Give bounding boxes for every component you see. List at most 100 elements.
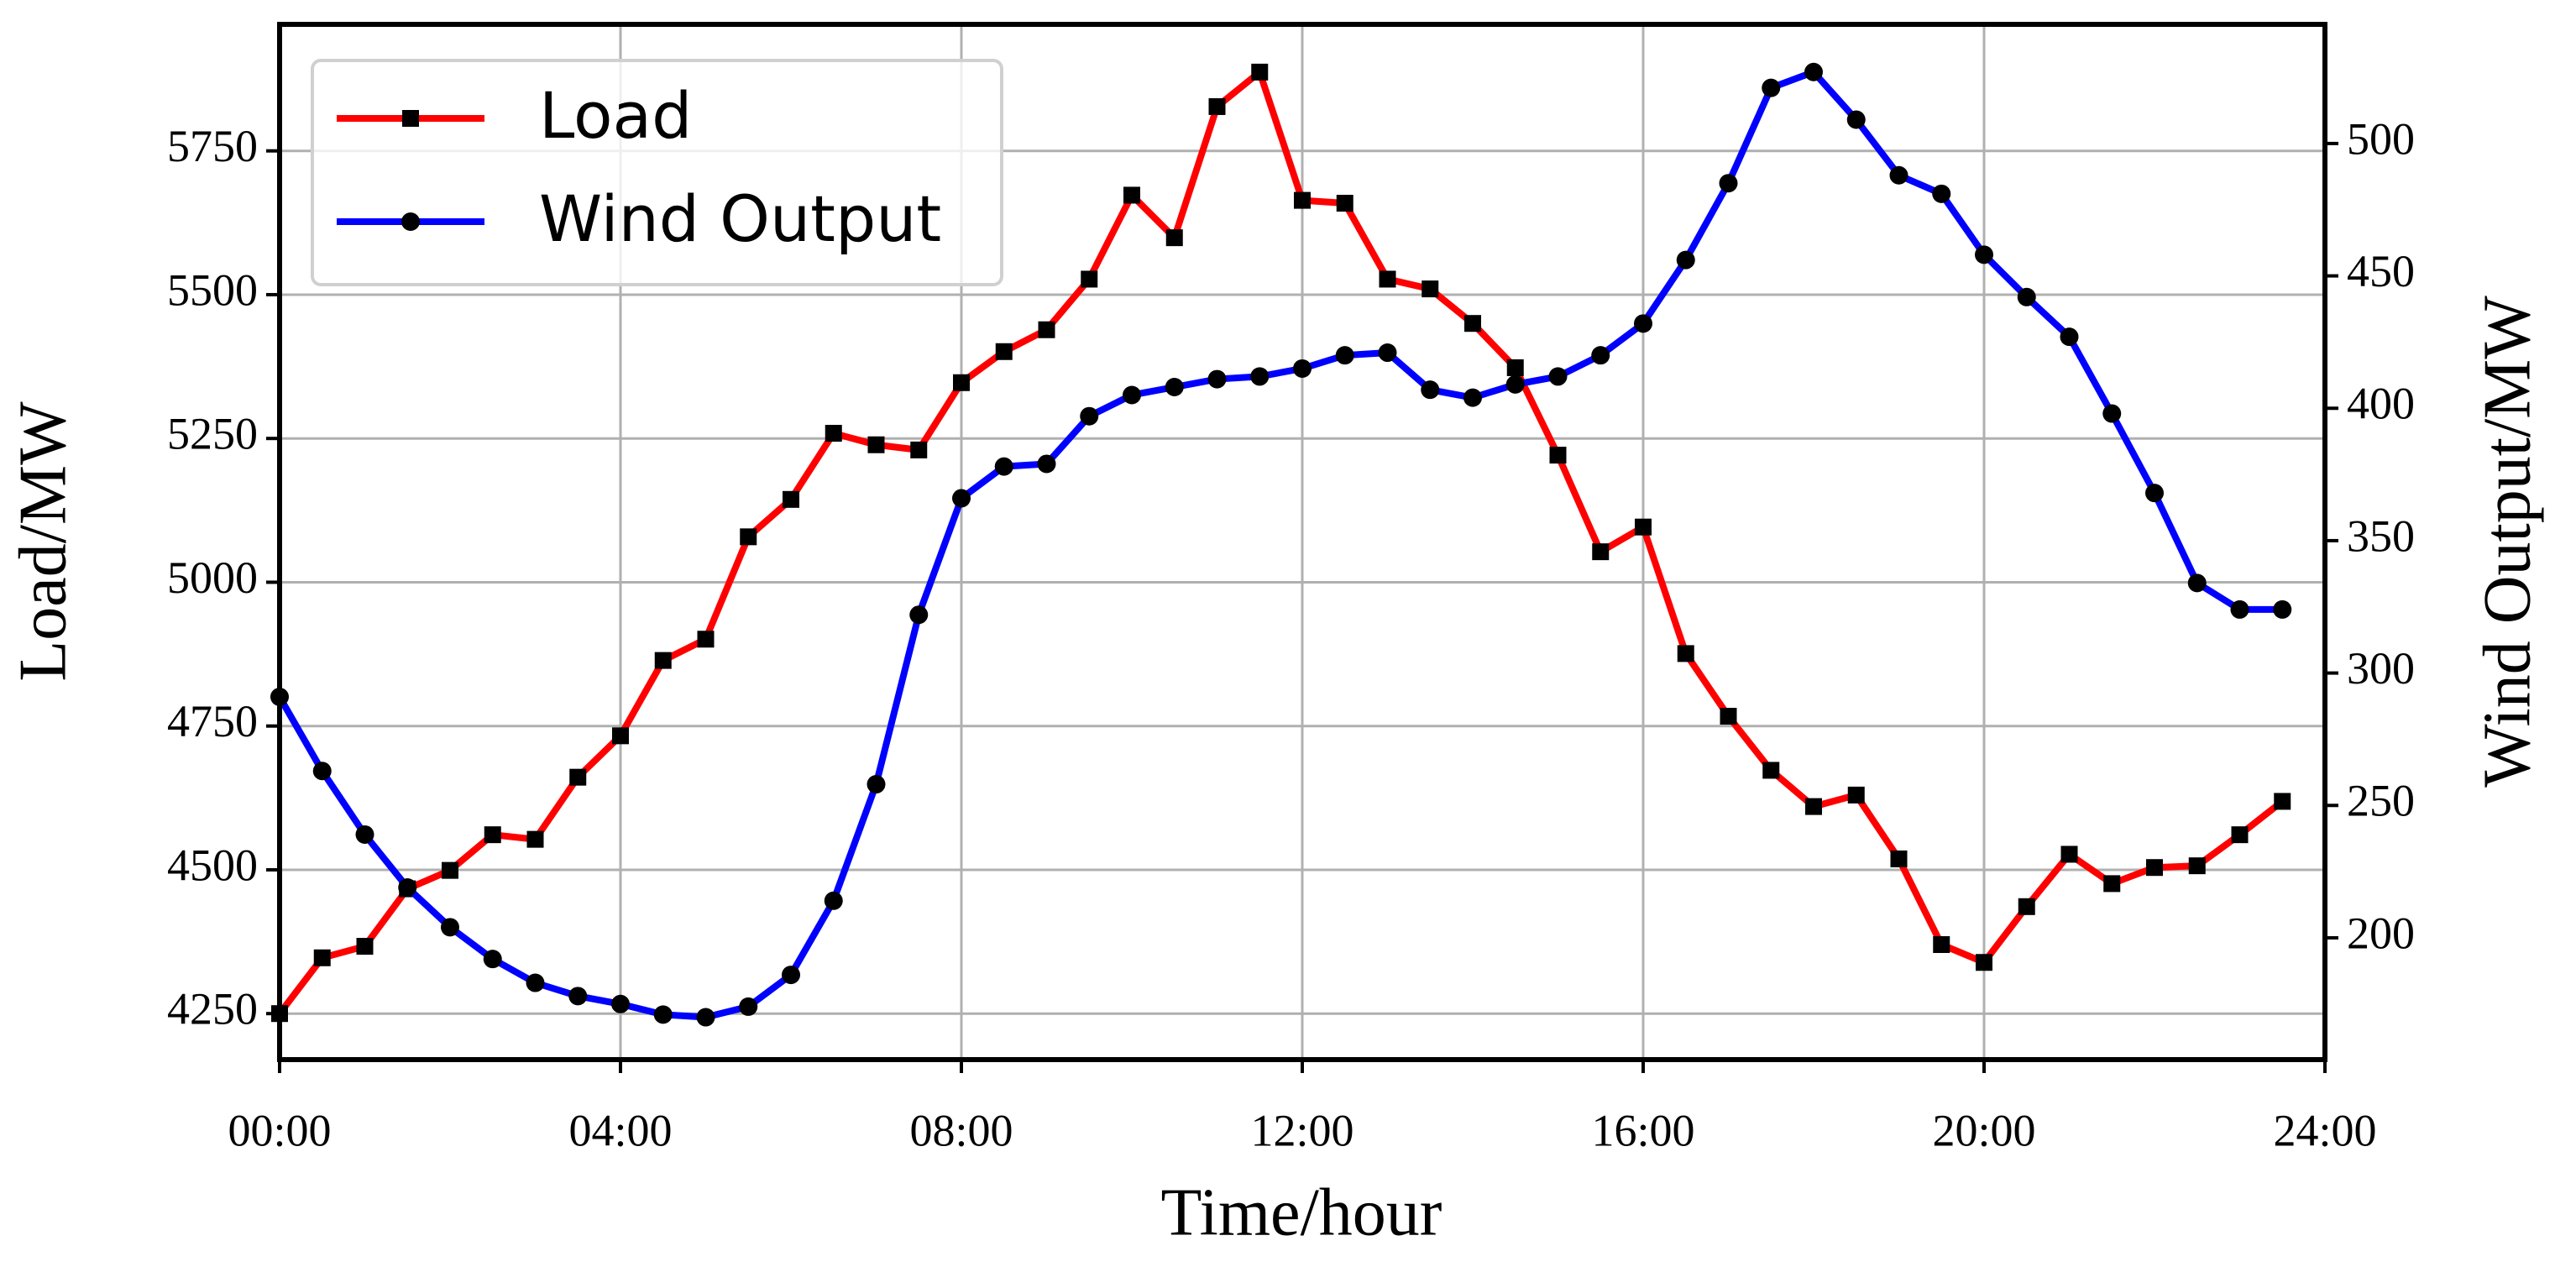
data-point bbox=[1762, 762, 1780, 779]
data-point bbox=[1846, 110, 1866, 129]
data-point bbox=[2187, 573, 2207, 593]
data-point bbox=[1080, 406, 1099, 426]
legend-label: Wind Output bbox=[539, 181, 941, 256]
data-point bbox=[1592, 543, 1610, 561]
data-point bbox=[824, 891, 843, 910]
data-point bbox=[783, 490, 799, 508]
data-point bbox=[1037, 454, 1056, 474]
data-point bbox=[994, 457, 1013, 476]
data-point bbox=[909, 605, 929, 625]
data-point bbox=[1634, 314, 1652, 333]
data-point bbox=[526, 830, 544, 848]
data-point bbox=[1847, 786, 1865, 804]
data-point bbox=[355, 825, 374, 844]
data-point bbox=[782, 966, 800, 985]
x-tick-label: 20:00 bbox=[1932, 1105, 2035, 1155]
data-point bbox=[1889, 165, 1908, 185]
y2-tick-label: 500 bbox=[2347, 113, 2415, 164]
data-point bbox=[952, 489, 971, 508]
data-point bbox=[526, 973, 545, 992]
y2-tick-label: 200 bbox=[2347, 908, 2415, 958]
data-point bbox=[483, 950, 502, 969]
data-point bbox=[442, 861, 458, 879]
x-tick-label: 08:00 bbox=[909, 1105, 1013, 1155]
data-point bbox=[1422, 280, 1439, 298]
data-point bbox=[1719, 174, 1738, 193]
data-point bbox=[1421, 380, 1440, 400]
data-point bbox=[2018, 898, 2035, 915]
data-point bbox=[953, 374, 970, 391]
data-point bbox=[2102, 404, 2122, 423]
data-point bbox=[569, 768, 587, 786]
data-point bbox=[2017, 287, 2036, 306]
data-point bbox=[1975, 245, 1993, 264]
data-point bbox=[2274, 793, 2291, 810]
data-point bbox=[612, 727, 629, 745]
data-point bbox=[441, 918, 459, 937]
data-point bbox=[1379, 270, 1396, 288]
y-tick-label: 5250 bbox=[167, 409, 258, 459]
y-axis-label: Load/MW bbox=[6, 401, 80, 682]
x-tick-label: 12:00 bbox=[1250, 1105, 1353, 1155]
data-point bbox=[356, 938, 374, 955]
data-point bbox=[2146, 859, 2163, 877]
data-point bbox=[1123, 186, 1140, 204]
data-point bbox=[1250, 367, 1270, 386]
data-point bbox=[1293, 359, 1312, 378]
data-point bbox=[1805, 798, 1822, 815]
data-point bbox=[653, 1005, 673, 1024]
data-point bbox=[1890, 850, 1908, 867]
data-point bbox=[654, 652, 672, 669]
x-tick-label: 24:00 bbox=[2273, 1105, 2376, 1155]
x-tick-label: 00:00 bbox=[228, 1105, 331, 1155]
y2-tick-label: 300 bbox=[2347, 643, 2415, 694]
data-point bbox=[1294, 191, 1311, 209]
data-point bbox=[313, 949, 331, 966]
data-point bbox=[1207, 369, 1227, 389]
y-tick-label: 4750 bbox=[167, 696, 258, 746]
data-point bbox=[484, 826, 501, 844]
data-point bbox=[697, 631, 715, 648]
data-point bbox=[1208, 97, 1226, 115]
data-point bbox=[1378, 343, 1397, 363]
data-point bbox=[1548, 367, 1568, 386]
y-tick-label: 4250 bbox=[167, 984, 258, 1034]
y2-tick-label: 250 bbox=[2347, 776, 2415, 826]
y-tick-label: 5000 bbox=[167, 552, 258, 603]
data-point bbox=[995, 343, 1013, 360]
data-point bbox=[1635, 518, 1652, 536]
data-point bbox=[2273, 599, 2292, 619]
plot-frame bbox=[277, 22, 2327, 1062]
data-point bbox=[1804, 62, 1823, 81]
data-point bbox=[1165, 378, 1184, 397]
y2-tick-label: 350 bbox=[2347, 510, 2415, 561]
data-point bbox=[1506, 359, 1524, 376]
data-point bbox=[1463, 388, 1482, 407]
data-point bbox=[2103, 875, 2121, 893]
data-point bbox=[2231, 826, 2249, 844]
data-point bbox=[740, 528, 757, 546]
data-point bbox=[696, 1008, 715, 1027]
data-point bbox=[1081, 270, 1098, 288]
data-point bbox=[611, 994, 630, 1013]
data-point bbox=[2060, 327, 2079, 347]
data-point bbox=[1165, 229, 1183, 247]
data-point bbox=[568, 987, 588, 1006]
data-point bbox=[1677, 645, 1694, 662]
data-point bbox=[1464, 315, 1481, 332]
x-axis-label: Time/hour bbox=[1161, 1175, 1442, 1249]
legend-label: Load bbox=[539, 78, 692, 153]
data-point bbox=[2188, 857, 2206, 875]
data-point bbox=[1591, 346, 1610, 365]
x-tick-label: 04:00 bbox=[568, 1105, 672, 1155]
data-point bbox=[1251, 63, 1269, 81]
data-point bbox=[2230, 599, 2249, 619]
y-tick-label: 5500 bbox=[167, 264, 258, 315]
data-point bbox=[825, 425, 842, 442]
y-tick-label: 4500 bbox=[167, 840, 258, 890]
data-point bbox=[2060, 846, 2078, 863]
data-point bbox=[910, 441, 928, 458]
data-point bbox=[1976, 954, 1992, 971]
data-point bbox=[739, 997, 758, 1016]
